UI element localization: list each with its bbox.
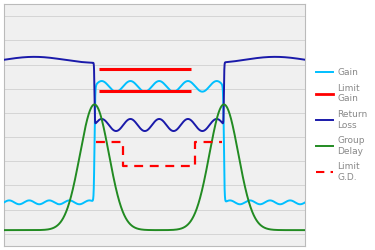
Legend: Gain, Limit
Gain, Return
Loss, Group
Delay, Limit
G.D.: Gain, Limit Gain, Return Loss, Group Del… bbox=[313, 64, 371, 186]
